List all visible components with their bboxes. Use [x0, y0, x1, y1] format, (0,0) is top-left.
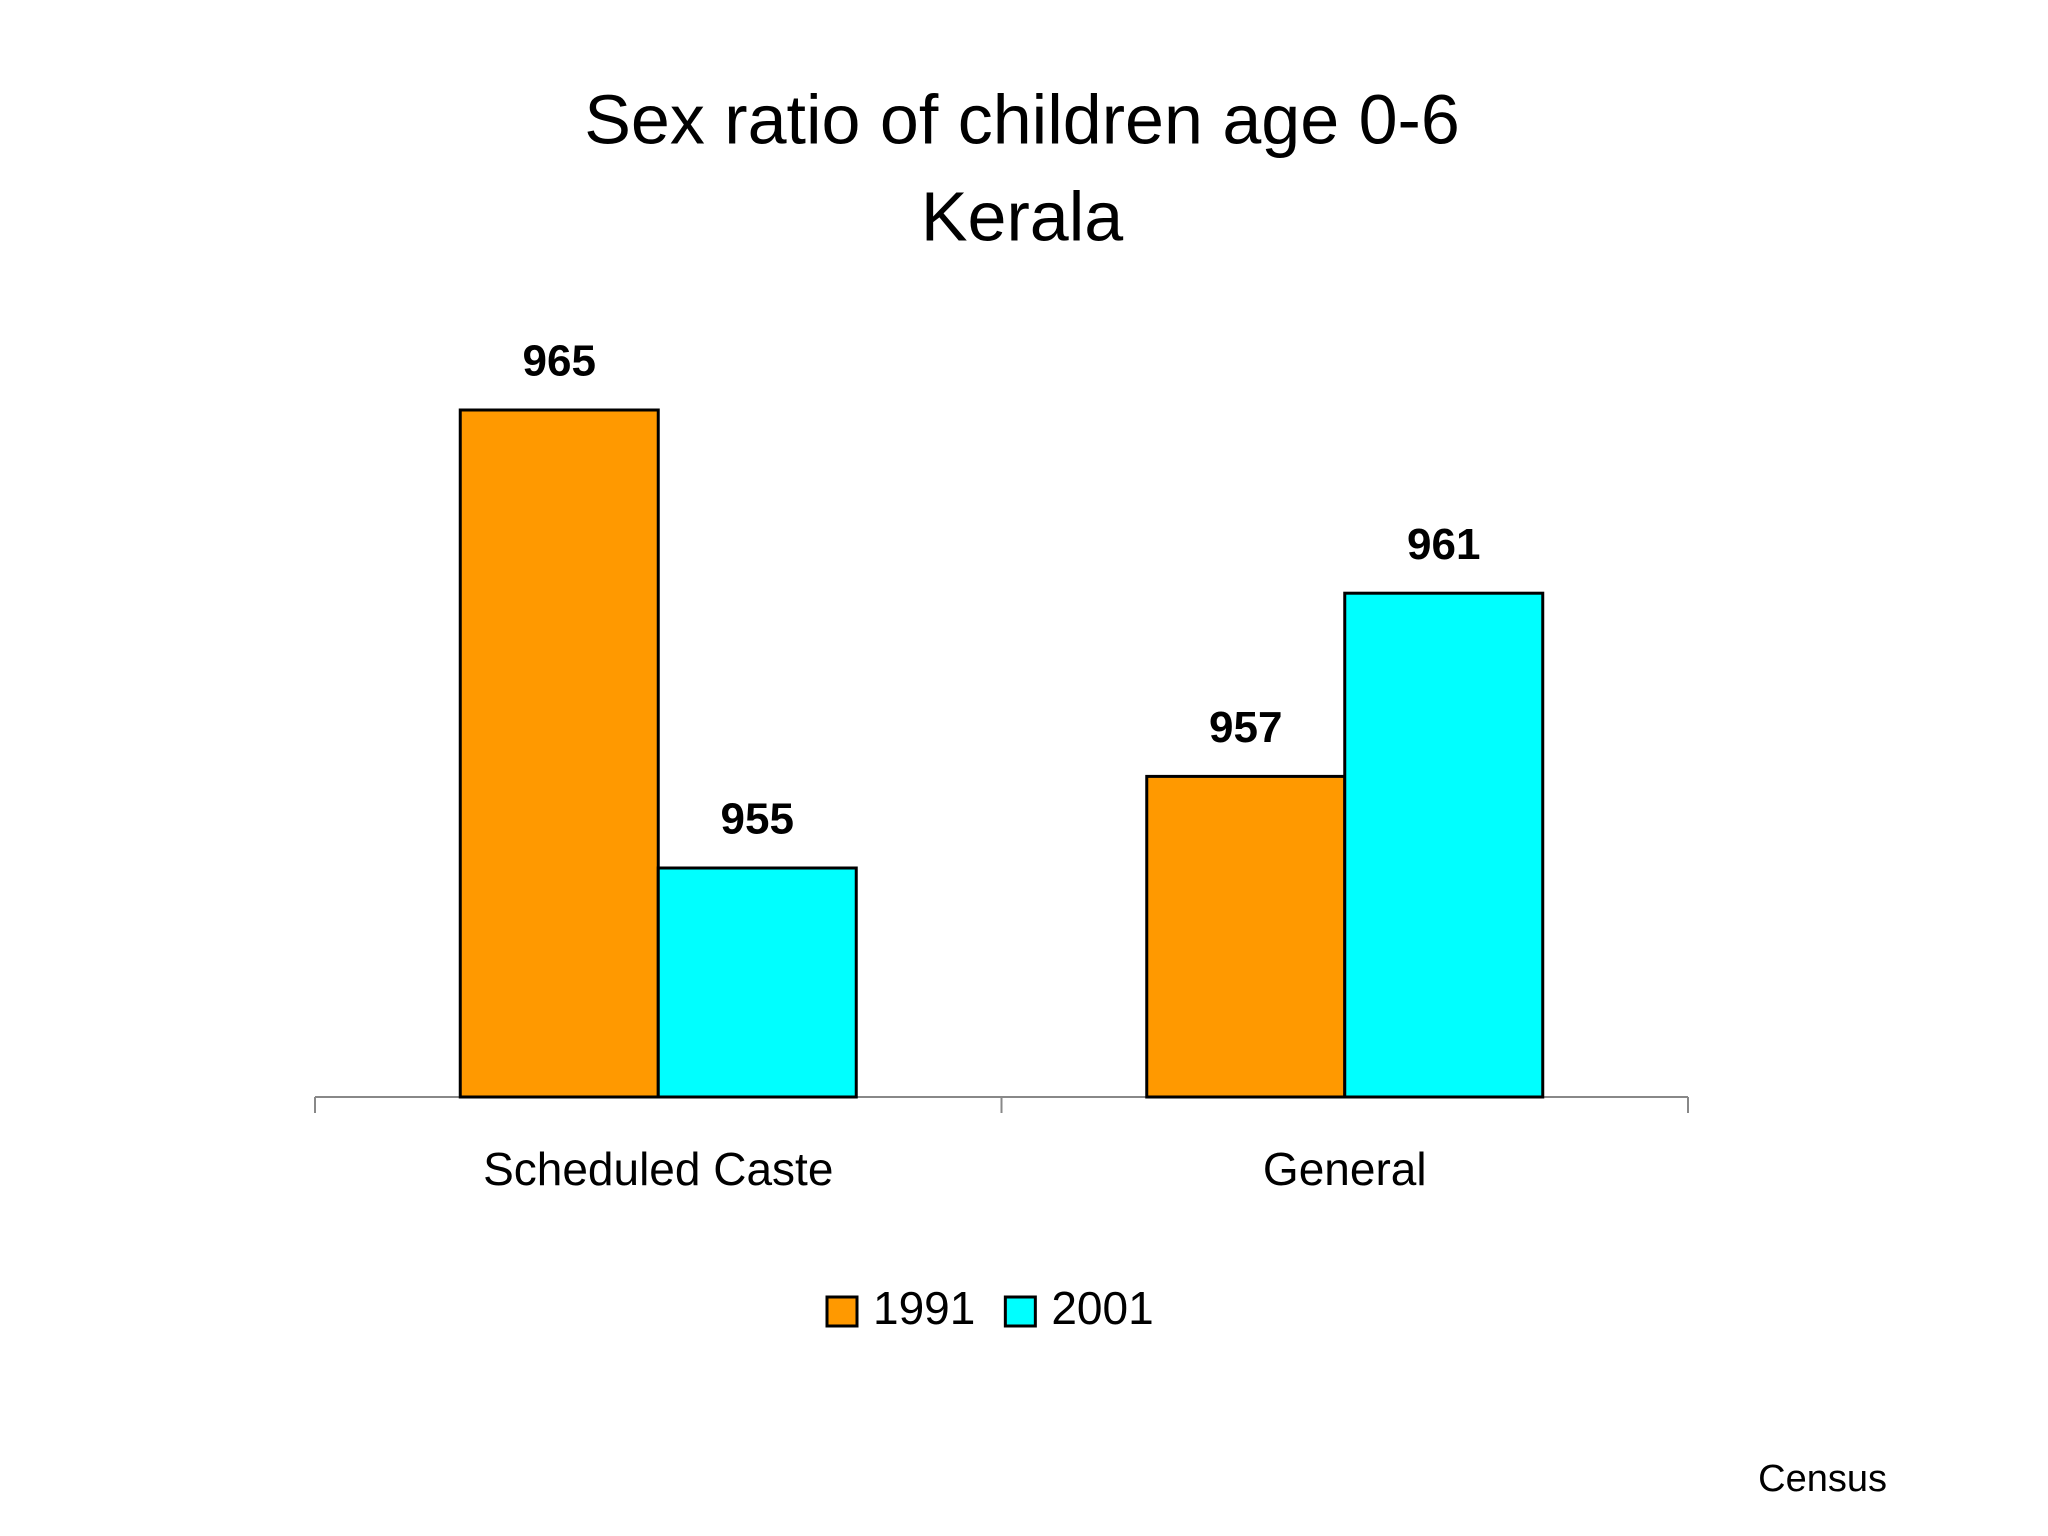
- bar: [1145, 774, 1347, 1099]
- source-note: Census: [1758, 1458, 1887, 1500]
- bar: [656, 866, 858, 1099]
- legend-label: 1991: [873, 1282, 975, 1334]
- chart-title: Sex ratio of children age 0-6: [584, 80, 1460, 158]
- legend-swatch: [1003, 1295, 1037, 1328]
- value-label: 961: [1407, 520, 1480, 569]
- legend-swatch: [825, 1295, 859, 1328]
- x-tick-label: General: [1263, 1143, 1427, 1195]
- chart-subtitle: Kerala: [921, 177, 1123, 255]
- x-tick-label: Scheduled Caste: [483, 1143, 833, 1195]
- value-label: 957: [1209, 703, 1282, 752]
- value-label: 965: [523, 337, 596, 386]
- value-label: 955: [721, 795, 794, 844]
- bar: [1343, 591, 1545, 1099]
- bar: [458, 408, 660, 1099]
- legend-label: 2001: [1051, 1282, 1153, 1334]
